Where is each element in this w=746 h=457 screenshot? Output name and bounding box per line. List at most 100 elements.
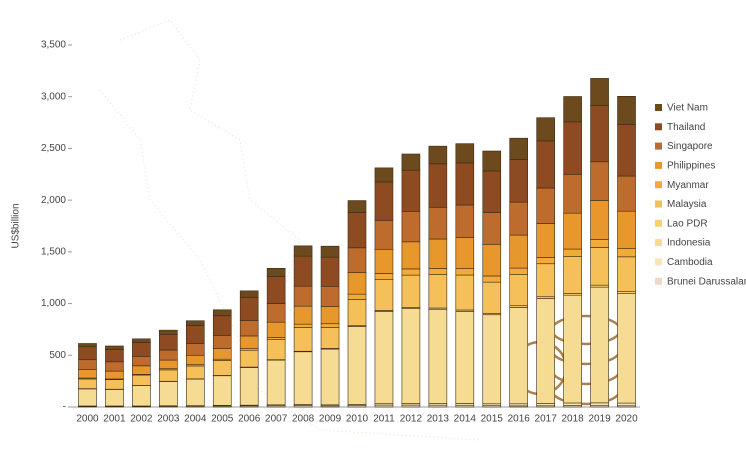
y-tick-label: 1,500 (41, 246, 66, 257)
bar-segment (374, 311, 394, 404)
bar-segment (401, 153, 421, 171)
bar-segment (509, 267, 529, 275)
bar-segment (374, 181, 394, 221)
bar-segment (320, 327, 340, 349)
bar-segment (159, 381, 178, 407)
bar-segment (563, 173, 582, 214)
bar-segment (482, 170, 502, 213)
bar-segment (185, 343, 205, 356)
bar-segment (617, 124, 636, 177)
bar-segment (212, 309, 232, 317)
bar-segment (563, 256, 582, 294)
bar-segment (509, 403, 529, 407)
legend-swatch (655, 200, 662, 208)
bar-segment (320, 323, 340, 328)
legend-label: Indonesia (667, 238, 711, 249)
y-tick-label: 2,000 (41, 195, 66, 206)
bar-segment (536, 263, 555, 298)
x-tick-label: 2013 (427, 414, 450, 425)
bar-segment (536, 187, 555, 224)
bar-segment (374, 273, 394, 280)
bar-segment (590, 286, 609, 404)
bar-segment (266, 268, 286, 277)
bar-segment (185, 378, 205, 406)
legend-swatch (655, 181, 662, 189)
x-tick-label: 2016 (508, 414, 531, 425)
bar-segment (159, 333, 178, 351)
bar-segment (105, 379, 124, 390)
bar-segment (590, 200, 609, 240)
bar-segment (239, 297, 259, 321)
bar-segment (320, 306, 340, 325)
x-tick-label: 2000 (76, 414, 99, 425)
y-axis-label: US$billion (11, 203, 22, 248)
bar-segment (374, 248, 394, 274)
bar-segment (482, 314, 502, 405)
y-tick-label: 500 (49, 350, 66, 361)
bar-segment (293, 305, 313, 325)
x-tick-label: 2006 (238, 414, 261, 425)
x-tick-label: 2003 (157, 414, 180, 425)
x-tick-label: 2018 (561, 414, 584, 425)
bar-segment (320, 285, 340, 307)
bar-segment (617, 248, 636, 258)
bar-segment (455, 143, 475, 164)
bar-segment (482, 275, 502, 283)
bar-segment (563, 248, 582, 257)
bar-segment (266, 337, 286, 340)
bar-segment (347, 200, 367, 213)
legend-swatch (655, 258, 662, 266)
bar-segment (159, 369, 178, 382)
decor (99, 19, 481, 441)
legend-label: Lao PDR (667, 218, 708, 229)
legend-label: Viet Nam (667, 103, 708, 114)
bar-segment (536, 403, 555, 407)
legend-label: Malaysia (667, 199, 707, 210)
bar-segment (78, 388, 97, 407)
bar-segment (239, 335, 259, 349)
bar-segment (428, 268, 448, 275)
bar-segment (239, 367, 259, 406)
bar-segment (455, 162, 475, 206)
bar-segment (320, 256, 340, 287)
legend-swatch (655, 123, 662, 131)
legend-swatch (655, 219, 662, 227)
bar-segment (563, 121, 582, 175)
bar-segment (455, 268, 475, 276)
legend-swatch (655, 277, 662, 285)
bar-segment (347, 247, 367, 273)
x-tick-label: 2009 (319, 414, 342, 425)
x-tick-label: 2020 (615, 414, 638, 425)
legend-label: Singapore (667, 141, 713, 152)
legend-label: Myanmar (667, 180, 709, 191)
x-tick-label: 2011 (373, 414, 395, 425)
bar-segment (239, 349, 259, 368)
bar-segment (401, 241, 421, 270)
bar-segment (293, 323, 313, 328)
bar-segment (401, 211, 421, 243)
bar-segment (374, 220, 394, 250)
bar-segment (159, 329, 178, 335)
bar-segment (455, 237, 475, 269)
x-tick-label: 2019 (588, 414, 611, 425)
bar-segment (617, 256, 636, 292)
x-tick-label: 2001 (103, 414, 126, 425)
bar-segment (590, 105, 609, 163)
bar-segment (132, 356, 151, 367)
bar-segment (132, 385, 151, 407)
legend-swatch (655, 239, 662, 247)
x-tick-label: 2004 (184, 414, 207, 425)
bar-segment (212, 335, 232, 349)
bar-segment (428, 274, 448, 309)
bar-segment (105, 389, 124, 407)
y-tick-label: 1,000 (41, 298, 66, 309)
bar-segment (509, 234, 529, 269)
bar-segment (536, 140, 555, 189)
bar-segment (185, 325, 205, 344)
bar-segment (563, 96, 582, 123)
bar-segment (132, 365, 151, 375)
bar-segment (401, 169, 421, 212)
bar-segment (428, 308, 448, 404)
x-tick-label: 2017 (535, 414, 558, 425)
bar-segment (212, 348, 232, 360)
